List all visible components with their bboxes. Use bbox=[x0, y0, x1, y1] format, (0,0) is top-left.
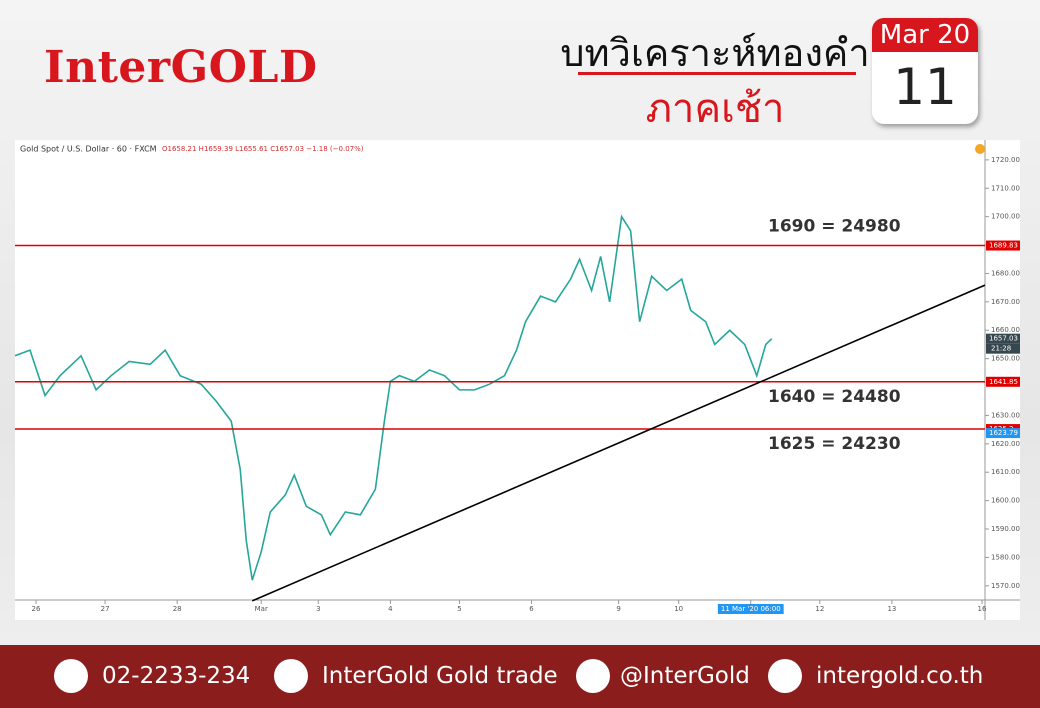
x-tick-label: 27 bbox=[101, 605, 110, 613]
price-line bbox=[14, 214, 773, 581]
level-annotation: 1625 = 24230 bbox=[768, 434, 901, 454]
x-tick-highlight bbox=[717, 604, 784, 614]
alert-icon bbox=[975, 144, 985, 154]
x-tick-label: 3 bbox=[316, 605, 320, 613]
y-tick-label: 1600.00 bbox=[991, 497, 1020, 505]
price-marker bbox=[986, 428, 1020, 439]
badge-month: Mar 20 bbox=[872, 18, 978, 52]
phone-icon bbox=[54, 659, 88, 693]
level-tag bbox=[986, 376, 1020, 387]
x-tick-label: 4 bbox=[388, 605, 393, 613]
x-tick-label: 11 Mar '20 06:00 bbox=[721, 605, 781, 613]
y-tick-label: 1710.00 bbox=[991, 184, 1020, 192]
x-tick-label: 9 bbox=[616, 605, 620, 613]
date-badge: Mar 20 11 bbox=[872, 18, 978, 124]
footer: 02-2233-234 InterGold Gold trade @InterG… bbox=[0, 645, 1040, 708]
price-marker-label: 1623.79 bbox=[989, 429, 1018, 437]
level-tag-label: 1641.85 bbox=[989, 378, 1018, 386]
x-tick-label: 10 bbox=[674, 605, 683, 613]
y-tick-label: 1660.00 bbox=[991, 326, 1020, 334]
globe-icon bbox=[768, 659, 802, 693]
x-tick-label: 13 bbox=[887, 605, 896, 613]
price-marker bbox=[986, 333, 1020, 344]
x-tick-label: 12 bbox=[815, 605, 824, 613]
y-tick-label: 1590.00 bbox=[991, 525, 1020, 533]
x-tick-label: 5 bbox=[457, 605, 461, 613]
trendline bbox=[251, 284, 986, 602]
x-tick-label: 16 bbox=[978, 605, 987, 613]
y-tick-label: 1650.00 bbox=[991, 355, 1020, 363]
y-tick-label: 1670.00 bbox=[991, 298, 1020, 306]
x-tick-label: 28 bbox=[173, 605, 182, 613]
facebook-icon bbox=[274, 659, 308, 693]
level-tag-label: 1689.83 bbox=[989, 242, 1018, 250]
title-underline bbox=[578, 72, 856, 75]
countdown: 21:28 bbox=[991, 345, 1011, 353]
y-tick-label: 1700.00 bbox=[991, 213, 1020, 221]
y-tick-label: 1720.00 bbox=[991, 156, 1020, 164]
y-tick-label: 1620.00 bbox=[991, 440, 1020, 448]
line-id: @InterGold bbox=[620, 663, 750, 689]
chart-title: Gold Spot / U.S. Dollar · 60 · FXCM bbox=[20, 145, 157, 154]
y-tick-label: 1580.00 bbox=[991, 553, 1020, 561]
price-marker-label: 1657.03 bbox=[989, 335, 1018, 343]
y-tick-label: 1630.00 bbox=[991, 411, 1020, 419]
subtitle: ภาคเช้า bbox=[645, 86, 785, 132]
chart: Gold Spot / U.S. Dollar · 60 · FXCM O165… bbox=[14, 140, 1020, 620]
logo: InterGOLD bbox=[44, 42, 318, 93]
facebook: InterGold Gold trade bbox=[322, 663, 558, 689]
level-annotation: 1690 = 24980 bbox=[768, 217, 901, 237]
badge-day: 11 bbox=[893, 58, 957, 116]
line-icon bbox=[576, 659, 610, 693]
title: บทวิเคราะห์ทองคำ bbox=[560, 31, 870, 75]
phone: 02-2233-234 bbox=[102, 663, 251, 689]
y-tick-label: 1680.00 bbox=[991, 269, 1020, 277]
x-tick-label: 6 bbox=[529, 605, 534, 613]
website: intergold.co.th bbox=[816, 663, 984, 689]
level-annotation: 1640 = 24480 bbox=[768, 387, 901, 407]
ohlc-text: O1658.21 H1659.39 L1655.61 C1657.03 −1.1… bbox=[162, 145, 364, 153]
level-tag bbox=[986, 240, 1020, 251]
y-tick-label: 1610.00 bbox=[991, 468, 1020, 476]
x-tick-label: Mar bbox=[255, 605, 268, 613]
countdown-tag bbox=[986, 343, 1020, 354]
chart-panel bbox=[15, 140, 1020, 620]
x-tick-label: 26 bbox=[32, 605, 41, 613]
y-tick-label: 1570.00 bbox=[991, 582, 1020, 590]
